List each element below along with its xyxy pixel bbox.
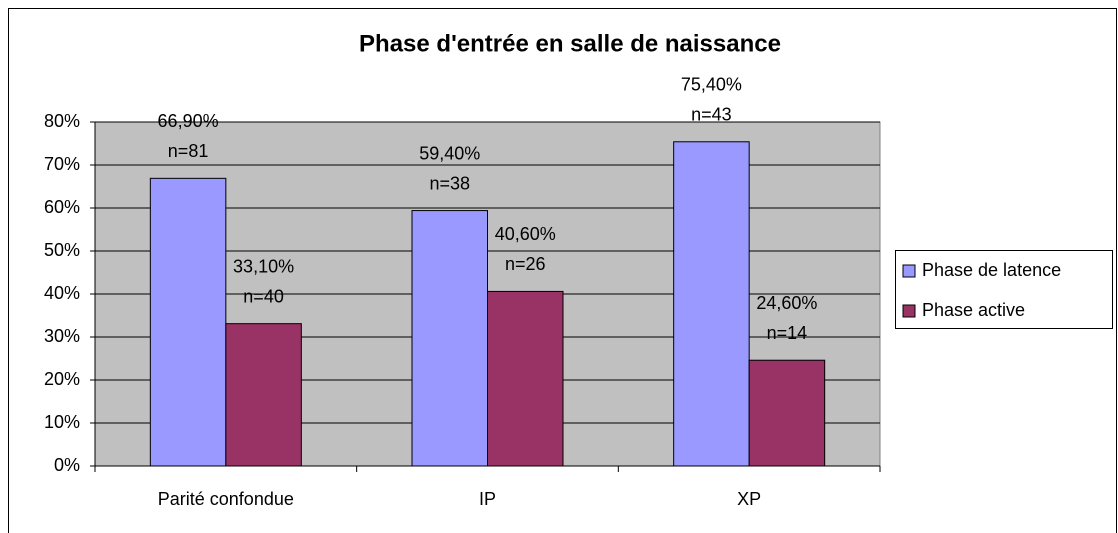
legend-swatch — [902, 264, 916, 278]
bar — [748, 359, 826, 467]
y-tick-label: 50% — [44, 240, 80, 260]
value-label: 24,60% — [756, 293, 817, 313]
bar — [411, 210, 488, 467]
y-tick-label: 70% — [44, 154, 80, 174]
legend-label: Phase active — [922, 300, 1025, 320]
y-tick-label: 10% — [44, 412, 80, 432]
legend-swatch — [902, 304, 916, 318]
n-label: n=26 — [505, 254, 546, 274]
n-label: n=14 — [767, 323, 808, 343]
n-label: n=43 — [691, 105, 732, 125]
value-label: 66,90% — [158, 111, 219, 131]
x-tick-label: Parité confondue — [158, 489, 294, 509]
value-label: 59,40% — [419, 143, 480, 163]
value-label: 33,10% — [233, 256, 294, 276]
x-tick-label: IP — [479, 489, 496, 509]
bar — [225, 323, 302, 467]
y-tick-label: 0% — [54, 455, 80, 475]
bar — [149, 177, 227, 467]
legend — [895, 250, 1113, 329]
y-tick-label: 40% — [44, 283, 80, 303]
value-label: 40,60% — [495, 224, 556, 244]
chart-title: Phase d'entrée en salle de naissance — [359, 30, 781, 57]
y-tick-label: 60% — [44, 197, 80, 217]
value-label: 75,40% — [681, 75, 742, 95]
y-tick-label: 80% — [44, 111, 80, 131]
y-tick-label: 20% — [44, 369, 80, 389]
legend-label: Phase de latence — [922, 260, 1061, 280]
y-tick-label: 30% — [44, 326, 80, 346]
x-tick-label: XP — [737, 489, 761, 509]
bar — [487, 290, 564, 467]
n-label: n=81 — [168, 141, 209, 161]
n-label: n=40 — [243, 286, 284, 306]
bar — [673, 141, 750, 467]
n-label: n=38 — [429, 173, 470, 193]
